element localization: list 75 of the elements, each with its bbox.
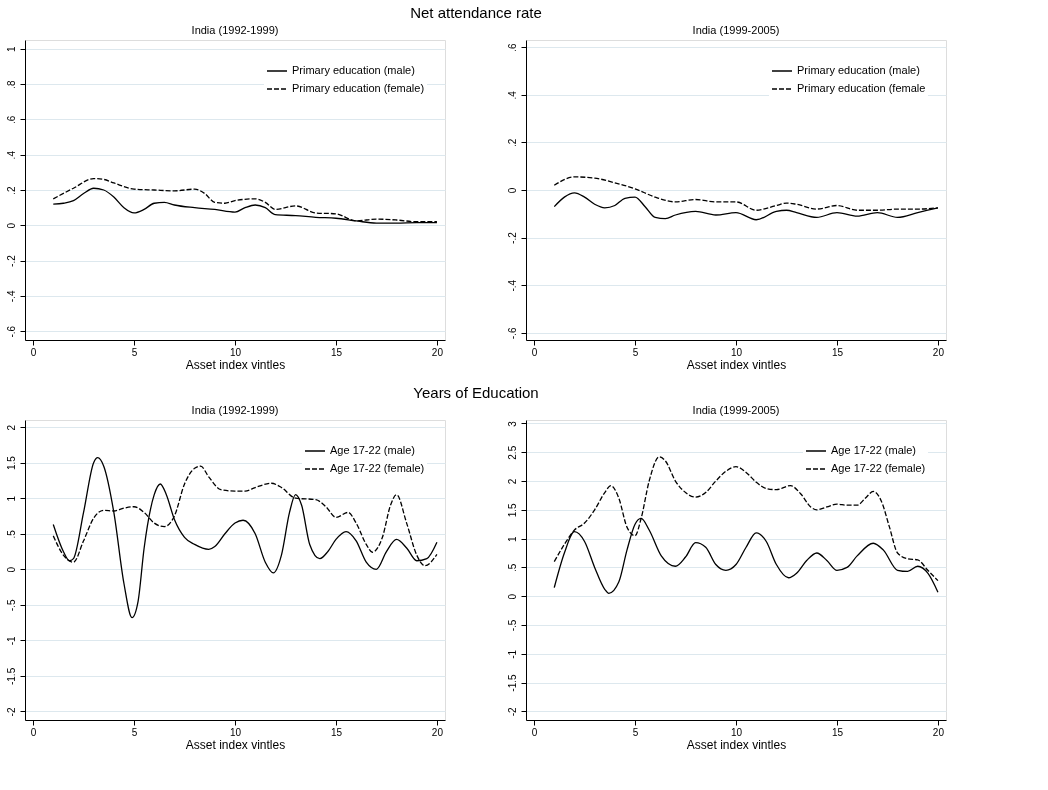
x-axis-title: Asset index vintles <box>185 357 286 372</box>
y-tick-label: -1.5 <box>5 667 17 686</box>
text: Years of Education <box>413 383 539 401</box>
x-tick-label: 10 <box>730 726 743 738</box>
chart-title: India (1999-2005) <box>692 24 780 36</box>
chart-title: India (1992-1999) <box>191 404 279 416</box>
y-tick-label: .5 <box>5 529 17 539</box>
y-tick-label: 1 <box>5 46 17 53</box>
x-tick-label: 5 <box>632 726 639 738</box>
y-tick-label: -.5 <box>506 619 518 632</box>
y-tick-label: 1.5 <box>506 502 518 518</box>
x-tick-label: 5 <box>131 346 138 358</box>
y-tick-label: .4 <box>506 90 518 100</box>
x-tick-label: 0 <box>531 726 538 738</box>
y-tick-label: -.5 <box>5 599 17 612</box>
y-tick-label: 0 <box>5 222 17 229</box>
x-axis-title: Asset index vintles <box>686 737 787 752</box>
x-tick-label: 15 <box>330 346 343 358</box>
x-tick-label: 20 <box>431 726 444 738</box>
x-tick-label: 15 <box>831 726 844 738</box>
legend-label: Primary education (male) <box>797 64 920 76</box>
x-tick-label: 0 <box>30 726 37 738</box>
legend-label: Primary education (female) <box>292 82 425 94</box>
legend-label: Primary education (male) <box>292 64 415 76</box>
y-tick-label: 1 <box>506 535 518 542</box>
y-tick-label: 2 <box>5 424 17 431</box>
y-tick-label: .5 <box>506 563 518 573</box>
y-tick-label: 0 <box>5 566 17 573</box>
legend-label: Age 17-22 (male) <box>330 444 415 456</box>
y-tick-label: .6 <box>506 43 518 52</box>
y-tick-label: 1 <box>5 495 17 502</box>
x-tick-label: 20 <box>932 346 945 358</box>
legend-label: Age 17-22 (female) <box>330 462 425 474</box>
y-tick-label: -1 <box>5 636 17 646</box>
y-tick-label: -1 <box>506 649 518 659</box>
y-tick-label: .4 <box>5 150 17 160</box>
y-tick-label: 0 <box>506 593 518 600</box>
text: Net attendance rate <box>410 3 542 21</box>
y-tick-label: -2 <box>506 706 518 717</box>
y-tick-label: 0 <box>506 187 518 194</box>
y-tick-label: 3 <box>506 420 518 427</box>
x-tick-label: 20 <box>932 726 945 738</box>
x-tick-label: 15 <box>330 726 343 738</box>
x-tick-label: 0 <box>30 346 37 358</box>
y-tick-label: -.4 <box>5 290 17 303</box>
y-tick-label: .2 <box>5 185 17 195</box>
chart-title: India (1999-2005) <box>692 404 780 416</box>
y-tick-label: -.6 <box>506 327 518 340</box>
x-tick-label: 0 <box>531 346 538 358</box>
x-tick-label: 10 <box>229 726 242 738</box>
y-tick-label: -.4 <box>506 279 518 292</box>
legend-label: Age 17-22 (male) <box>831 444 916 456</box>
y-tick-label: -1.5 <box>506 674 518 692</box>
x-tick-label: 10 <box>229 346 242 358</box>
line-series <box>52 457 438 619</box>
x-tick-label: 20 <box>431 346 444 358</box>
y-tick-label: .6 <box>5 115 17 125</box>
y-tick-label: -.6 <box>5 325 17 338</box>
x-axis-title: Asset index vintles <box>686 357 787 372</box>
y-tick-label: -.2 <box>5 254 17 267</box>
y-tick-label: 2 <box>506 478 518 485</box>
x-tick-label: 10 <box>730 346 743 358</box>
y-tick-label: .8 <box>5 80 17 89</box>
y-tick-label: 1.5 <box>5 455 17 471</box>
x-tick-label: 5 <box>131 726 138 738</box>
x-tick-label: 15 <box>831 346 844 358</box>
y-tick-label: 2.5 <box>506 445 518 460</box>
legend-label: Age 17-22 (female) <box>831 462 926 474</box>
x-tick-label: 5 <box>632 346 639 358</box>
legend-label: Primary education (female <box>797 82 926 94</box>
y-tick-label: .2 <box>506 138 518 148</box>
y-tick-label: -.2 <box>506 231 518 244</box>
x-axis-title: Asset index vintles <box>185 737 286 752</box>
y-tick-label: -2 <box>5 707 17 717</box>
chart-title: India (1992-1999) <box>191 24 279 36</box>
